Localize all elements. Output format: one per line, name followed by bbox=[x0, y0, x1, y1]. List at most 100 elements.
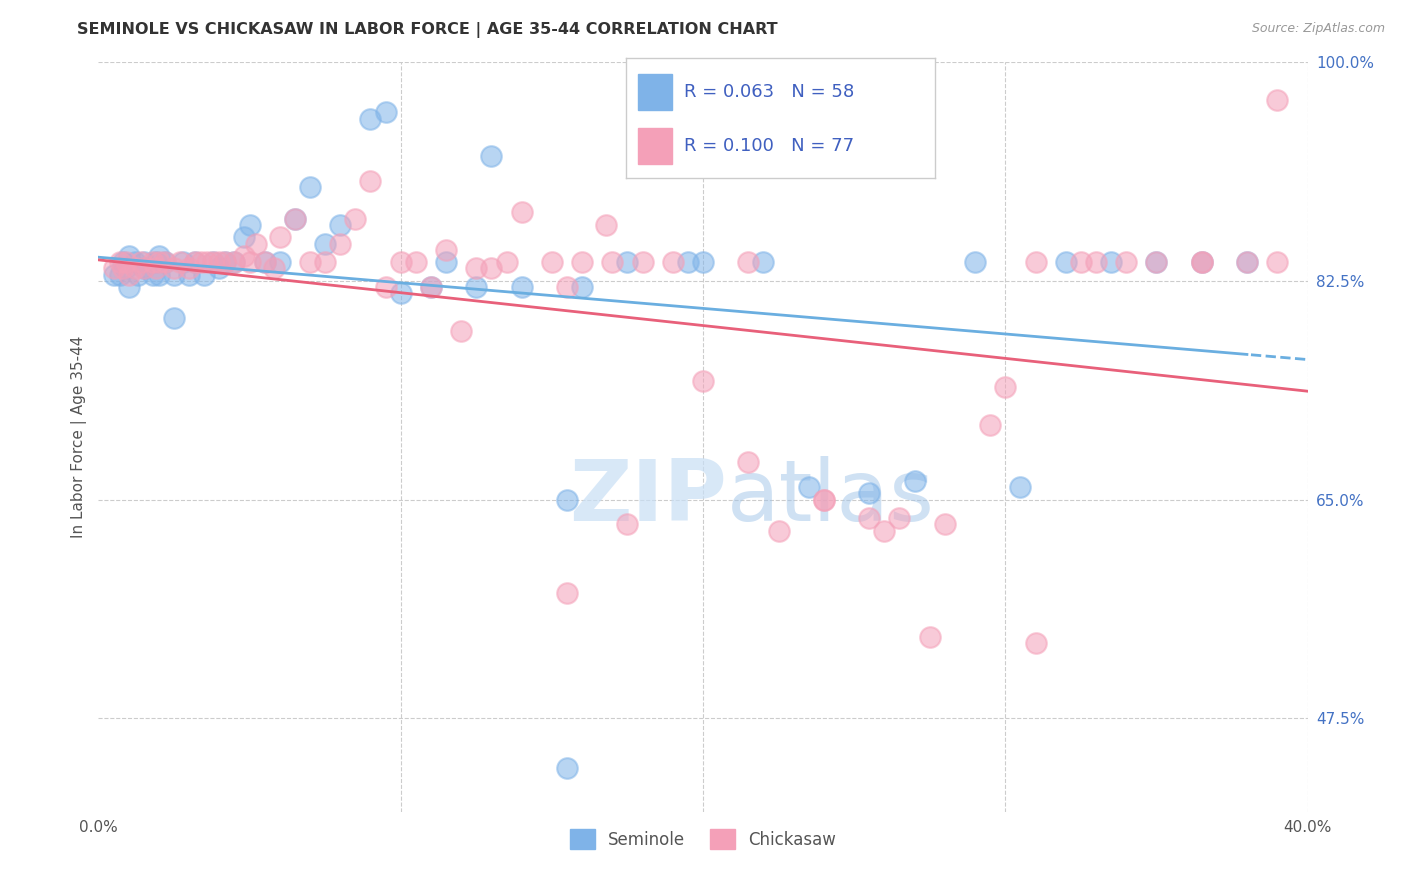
Point bbox=[1236, 255, 1258, 269]
Point bbox=[172, 255, 194, 269]
Point bbox=[737, 455, 759, 469]
Point bbox=[481, 261, 503, 276]
Text: Source: ZipAtlas.com: Source: ZipAtlas.com bbox=[1251, 22, 1385, 36]
Point bbox=[1267, 255, 1289, 269]
Point bbox=[142, 255, 165, 269]
Point bbox=[232, 230, 254, 244]
Point bbox=[163, 261, 186, 276]
Point bbox=[145, 261, 167, 276]
Point bbox=[224, 255, 246, 269]
Point bbox=[1236, 255, 1258, 269]
Point bbox=[184, 255, 207, 269]
Point bbox=[510, 280, 533, 294]
Point bbox=[208, 261, 231, 276]
Point bbox=[1115, 255, 1137, 269]
Y-axis label: In Labor Force | Age 35-44: In Labor Force | Age 35-44 bbox=[72, 336, 87, 538]
Point bbox=[692, 374, 714, 388]
Point bbox=[190, 255, 212, 269]
Point bbox=[420, 280, 443, 294]
Point bbox=[148, 255, 170, 269]
Point bbox=[118, 280, 141, 294]
Bar bbox=[638, 74, 672, 110]
Point bbox=[214, 255, 236, 269]
Point bbox=[163, 311, 186, 326]
Point bbox=[813, 492, 835, 507]
Point bbox=[127, 268, 149, 282]
Point bbox=[797, 480, 820, 494]
Point bbox=[571, 255, 593, 269]
Point bbox=[111, 261, 134, 276]
Point bbox=[202, 255, 225, 269]
Point bbox=[111, 255, 134, 269]
Point bbox=[314, 236, 336, 251]
Point bbox=[904, 474, 927, 488]
Point bbox=[873, 524, 896, 538]
Point bbox=[284, 211, 307, 226]
Point bbox=[263, 261, 285, 276]
Point bbox=[124, 261, 146, 276]
Point bbox=[239, 255, 262, 269]
Point bbox=[405, 255, 427, 269]
Point bbox=[495, 255, 517, 269]
Point bbox=[616, 255, 638, 269]
Point bbox=[1054, 255, 1077, 269]
Point bbox=[965, 255, 987, 269]
Point bbox=[555, 761, 578, 775]
Point bbox=[163, 268, 186, 282]
Point bbox=[142, 268, 165, 282]
Point bbox=[193, 268, 215, 282]
Point bbox=[114, 255, 136, 269]
Point bbox=[179, 268, 201, 282]
Point bbox=[1191, 255, 1213, 269]
Point bbox=[153, 255, 176, 269]
Point bbox=[184, 255, 207, 269]
Point bbox=[269, 255, 291, 269]
Point bbox=[934, 517, 956, 532]
Point bbox=[329, 218, 352, 232]
Point bbox=[118, 268, 141, 282]
Legend: Seminole, Chickasaw: Seminole, Chickasaw bbox=[562, 822, 844, 855]
Point bbox=[202, 255, 225, 269]
Point bbox=[481, 149, 503, 163]
Point bbox=[450, 324, 472, 338]
Point bbox=[434, 255, 457, 269]
Point bbox=[208, 255, 231, 269]
Point bbox=[103, 261, 125, 276]
Point bbox=[224, 255, 246, 269]
Point bbox=[571, 280, 593, 294]
Point bbox=[360, 174, 382, 188]
Point bbox=[245, 236, 267, 251]
Point bbox=[813, 492, 835, 507]
Point bbox=[1070, 255, 1092, 269]
Point bbox=[1191, 255, 1213, 269]
Point bbox=[389, 286, 412, 301]
Text: R = 0.100   N = 77: R = 0.100 N = 77 bbox=[685, 136, 855, 155]
Point bbox=[1024, 255, 1046, 269]
Point bbox=[114, 261, 136, 276]
Point bbox=[465, 261, 488, 276]
Point bbox=[344, 211, 367, 226]
Point bbox=[239, 218, 262, 232]
Point bbox=[148, 268, 170, 282]
Point bbox=[299, 180, 322, 194]
Point bbox=[360, 112, 382, 126]
Point bbox=[253, 255, 276, 269]
Point bbox=[118, 249, 141, 263]
Point bbox=[692, 255, 714, 269]
Point bbox=[918, 630, 941, 644]
Point bbox=[465, 280, 488, 294]
Point bbox=[214, 255, 236, 269]
Point bbox=[132, 261, 155, 276]
Point bbox=[179, 261, 201, 276]
Point bbox=[269, 230, 291, 244]
Point bbox=[555, 280, 578, 294]
Point bbox=[108, 255, 131, 269]
Point bbox=[1099, 255, 1122, 269]
Point bbox=[253, 255, 276, 269]
Point bbox=[1024, 636, 1046, 650]
Point bbox=[540, 255, 562, 269]
Point bbox=[676, 255, 699, 269]
Point bbox=[768, 524, 790, 538]
Point bbox=[979, 417, 1001, 432]
Point bbox=[889, 511, 911, 525]
